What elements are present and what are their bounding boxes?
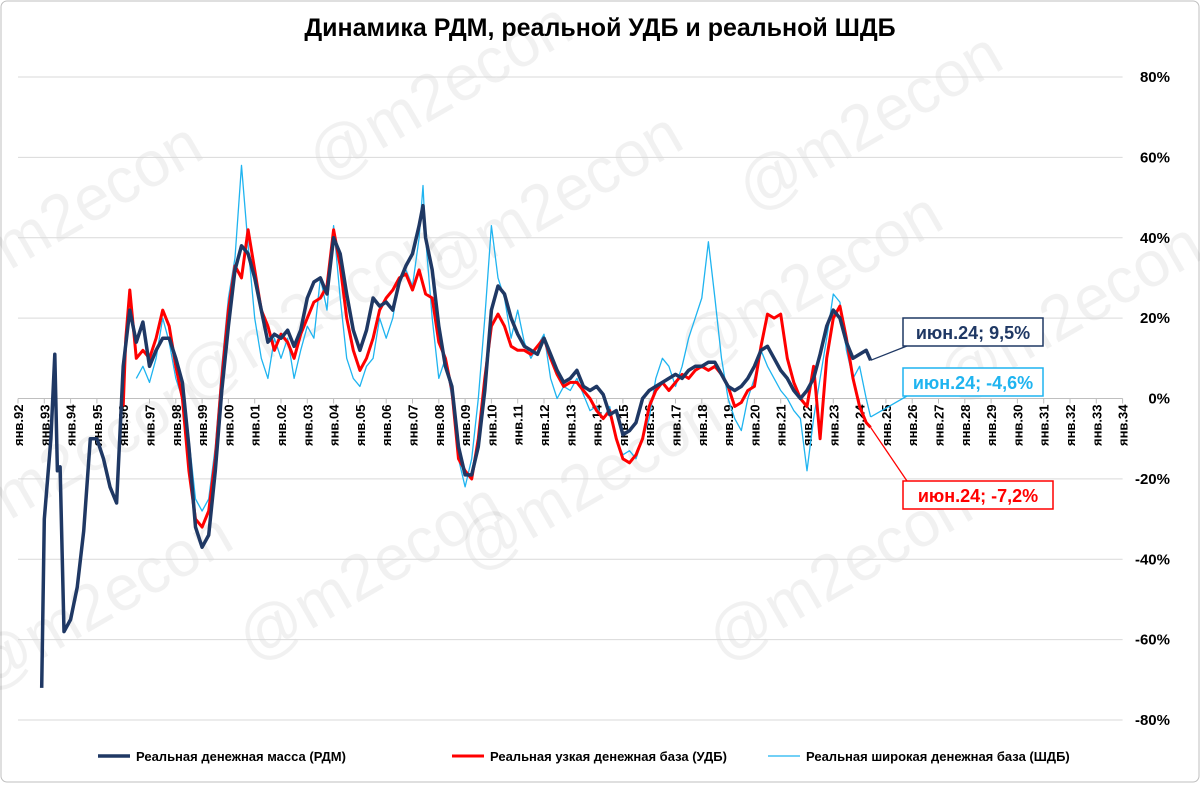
chart-title: Динамика РДМ, реальной УДБ и реальной ШД… (304, 14, 895, 42)
legend-label: Реальная широкая денежная база (ШДБ) (806, 749, 1070, 764)
x-tick-label: янв.33 (1089, 405, 1104, 447)
x-tick-label: янв.26 (905, 405, 920, 447)
annotation-leader (870, 395, 908, 418)
x-tick-label: янв.11 (511, 405, 526, 446)
x-tick-label: янв.32 (1063, 405, 1078, 447)
legend-label: Реальная узкая денежная база (УДБ) (490, 749, 727, 764)
y-tick-label: -20% (1135, 471, 1170, 488)
legend-label: Реальная денежная масса (РДМ) (136, 749, 346, 764)
series-line (121, 228, 872, 529)
x-tick-label: янв.21 (774, 405, 789, 447)
x-tick-label: янв.92 (11, 405, 26, 447)
x-tick-label: янв.18 (695, 405, 710, 447)
x-tick-label: янв.20 (747, 405, 762, 447)
x-tick-label: янв.06 (379, 405, 394, 447)
annotation-leader (870, 345, 908, 361)
x-tick-label: янв.10 (484, 405, 499, 447)
y-tick-label: -60% (1135, 632, 1170, 649)
x-tick-label: янв.28 (958, 405, 973, 447)
annotation: июн.24; -4,6% (913, 373, 1033, 393)
x-tick-label: янв.19 (721, 405, 736, 447)
annotation: июн.24; 9,5% (916, 323, 1030, 343)
x-tick-label: янв.93 (37, 405, 52, 447)
x-tick-label: янв.00 (221, 405, 236, 447)
x-tick-label: янв.17 (669, 405, 684, 447)
x-tick-label: янв.02 (274, 405, 289, 447)
x-tick-label: янв.30 (1010, 405, 1025, 447)
annotation: июн.24; -7,2% (918, 486, 1038, 506)
x-tick-label: янв.04 (327, 404, 342, 446)
x-tick-label: янв.07 (406, 405, 421, 447)
x-tick-label: янв.05 (353, 405, 368, 447)
x-tick-label: янв.15 (616, 405, 631, 447)
y-tick-label: -40% (1135, 551, 1170, 568)
y-tick-label: 80% (1140, 69, 1170, 86)
x-tick-label: янв.09 (458, 405, 473, 447)
y-tick-label: -80% (1135, 712, 1170, 729)
y-tick-label: 0% (1148, 391, 1170, 408)
x-tick-label: янв.13 (563, 405, 578, 447)
x-tick-label: янв.99 (195, 405, 210, 447)
x-tick-label: янв.98 (169, 405, 184, 447)
x-tick-label: янв.01 (248, 405, 263, 447)
annotation-leader (870, 427, 908, 482)
y-tick-label: 60% (1140, 149, 1170, 166)
x-tick-label: янв.23 (826, 405, 841, 447)
x-tick-label: янв.16 (642, 405, 657, 447)
annotation-box (902, 317, 1044, 347)
annotation-box (902, 367, 1044, 397)
x-tick-label: янв.12 (537, 405, 552, 447)
y-tick-label: 40% (1140, 230, 1170, 247)
x-tick-label: янв.94 (64, 404, 79, 446)
x-tick-label: янв.29 (984, 405, 999, 447)
x-tick-label: янв.95 (90, 405, 105, 447)
y-tick-label: 20% (1140, 310, 1170, 327)
x-tick-label: янв.25 (879, 405, 894, 447)
x-tick-label: янв.27 (932, 405, 947, 447)
x-tick-label: янв.34 (1116, 404, 1131, 446)
x-tick-label: янв.31 (1037, 405, 1052, 447)
series-line (39, 203, 873, 688)
annotation-box (902, 480, 1054, 510)
x-tick-label: янв.03 (300, 405, 315, 447)
x-tick-label: янв.97 (143, 405, 158, 447)
x-tick-label: янв.08 (432, 405, 447, 447)
